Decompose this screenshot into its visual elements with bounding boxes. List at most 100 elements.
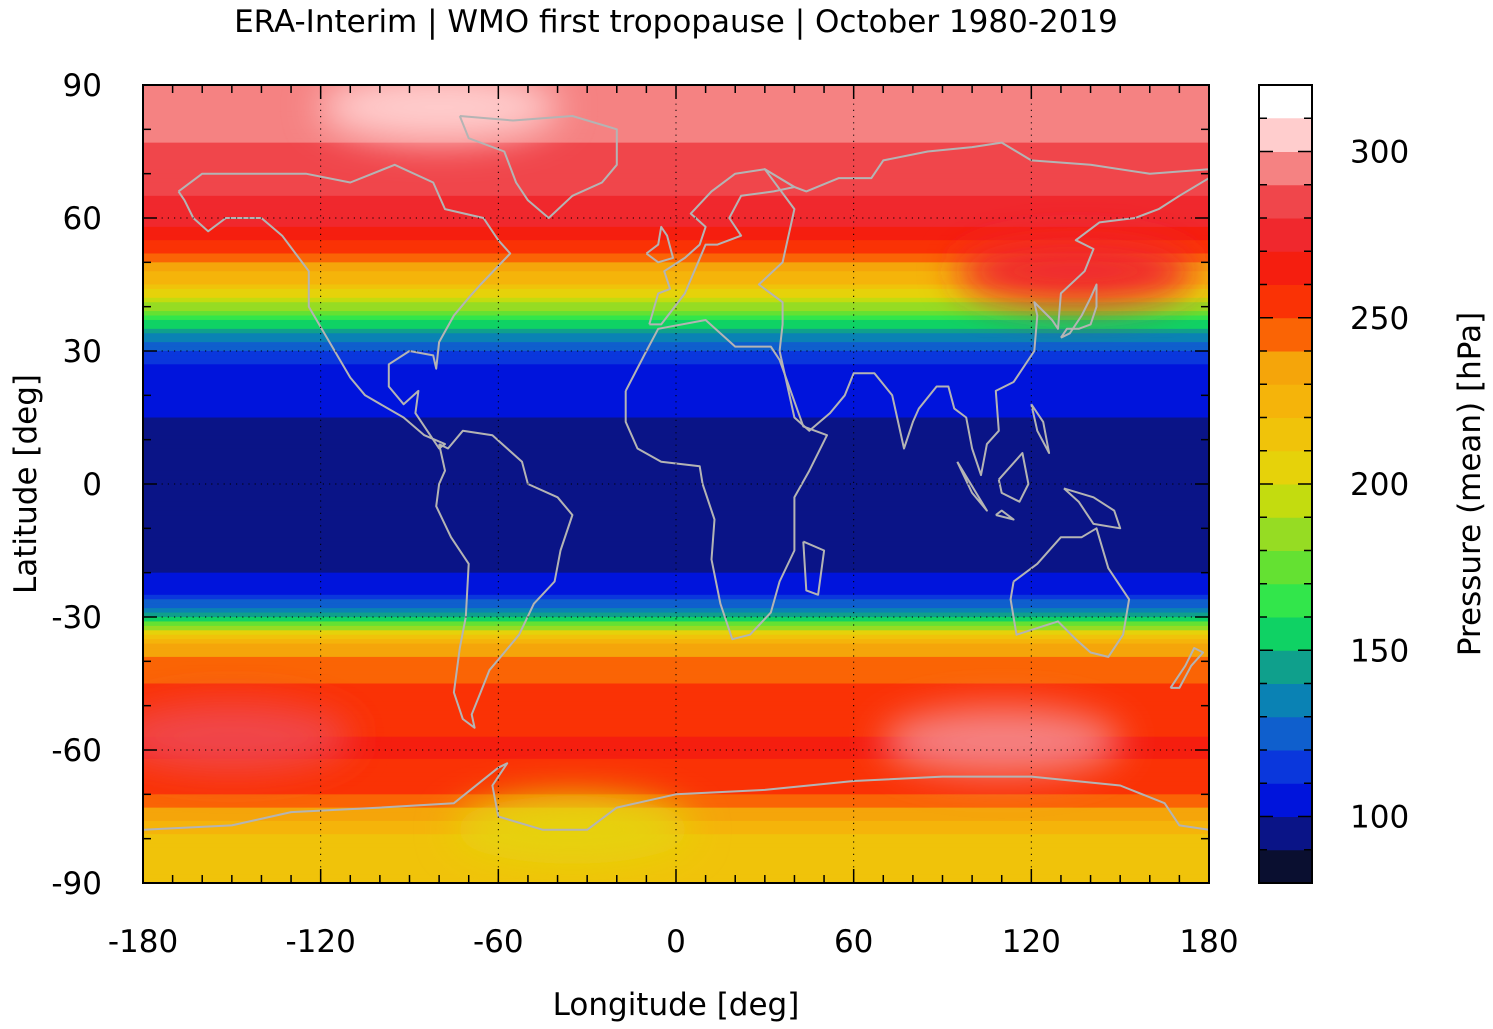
heatmap-cell-band: [143, 484, 1209, 490]
colorbar-swatch: [1259, 484, 1312, 518]
colorbar-swatch: [1259, 683, 1312, 718]
heatmap-cell-band: [143, 776, 1209, 782]
heatmap-cell-band: [143, 692, 1209, 698]
heatmap-cell-band: [143, 643, 1209, 649]
heatmap-cell-band: [143, 195, 1209, 201]
colorbar-swatch: [1259, 218, 1312, 252]
heatmap-cell-band: [143, 200, 1209, 206]
heatmap-cell-band: [143, 546, 1209, 552]
colorbar-tick-label: 150: [1350, 633, 1409, 669]
heatmap-cell-band: [143, 266, 1209, 272]
heatmap-cell-band: [143, 178, 1209, 184]
heatmap-cell-band: [143, 297, 1209, 303]
heatmap-cell-band: [143, 435, 1209, 441]
colorbar-swatch: [1259, 517, 1312, 551]
heatmap-cell-band: [143, 537, 1209, 543]
heatmap-cell-band: [143, 98, 1209, 104]
heatmap-cell-band: [143, 608, 1209, 614]
heatmap-cell-band: [143, 457, 1209, 463]
heatmap-cell-band: [143, 674, 1209, 680]
heatmap-cell-band: [143, 129, 1209, 135]
heatmap-feature: [319, 85, 560, 142]
heatmap-cell-band: [143, 333, 1209, 339]
heatmap-cell-band: [143, 754, 1209, 760]
colorbar-tick-label: 300: [1350, 135, 1409, 171]
heatmap-cell-band: [143, 138, 1209, 144]
heatmap-cell-band: [143, 554, 1209, 560]
colorbar-swatch: [1259, 284, 1312, 319]
heatmap-cell-band: [143, 594, 1209, 600]
colorbar-swatch: [1259, 750, 1312, 784]
heatmap-feature: [143, 702, 352, 771]
heatmap-cell-band: [143, 421, 1209, 427]
heatmap-cell-band: [143, 408, 1209, 414]
colorbar-tick-labels: 100 150 200 250 300: [1350, 135, 1409, 836]
coastline: [458, 115, 618, 219]
heatmap-cell-band: [143, 328, 1209, 334]
heatmap-cell-band: [143, 164, 1209, 170]
heatmap-cell-band: [143, 732, 1209, 738]
heatmap-cell-band: [143, 625, 1209, 631]
heatmap-cell-band: [143, 723, 1209, 729]
x-tick-label: 180: [1179, 924, 1238, 960]
heatmap-cell-band: [143, 750, 1209, 756]
heatmap-cell-band: [143, 736, 1209, 742]
heatmap-cell-band: [143, 519, 1209, 525]
heatmap-cell-band: [143, 568, 1209, 574]
heatmap-cell-band: [143, 794, 1209, 800]
heatmap-cell-band: [143, 426, 1209, 432]
colorbar: [1259, 118, 1312, 884]
coastline: [757, 141, 1209, 477]
heatmap-cell-band: [143, 439, 1209, 445]
colorbar-tick-label: 200: [1350, 467, 1409, 503]
heatmap-cell-band: [143, 847, 1209, 853]
colorbar-tick-label: 250: [1350, 301, 1409, 337]
heatmap-cell-band: [143, 577, 1209, 583]
heatmap-cell-band: [143, 585, 1209, 591]
heatmap-cell-band: [143, 501, 1209, 507]
colorbar-label: Pressure (mean) [hPa]: [1452, 312, 1488, 656]
heatmap-cell-band: [143, 373, 1209, 379]
heatmap-cell-band: [143, 204, 1209, 210]
heatmap-cell-band: [143, 271, 1209, 277]
heatmap-cell-band: [143, 599, 1209, 605]
coastline: [1060, 283, 1098, 339]
heatmap-cell-band: [143, 359, 1209, 365]
colorbar-swatch: [1259, 450, 1312, 485]
heatmap-cell-band: [143, 714, 1209, 720]
heatmap-cell-band: [143, 382, 1209, 388]
heatmap-cell-band: [143, 240, 1209, 246]
y-tick-label: -90: [51, 866, 102, 902]
heatmap-cell-band: [143, 621, 1209, 627]
heatmap-cell-band: [143, 807, 1209, 813]
heatmap-cell-band: [143, 253, 1209, 259]
heatmap-cell-band: [143, 315, 1209, 321]
colorbar-swatch: [1259, 617, 1312, 651]
colorbar-swatch: [1259, 816, 1312, 851]
y-axis-label: Latitude [deg]: [8, 374, 44, 594]
heatmap-cell-band: [143, 523, 1209, 529]
heatmap-cell-band: [143, 209, 1209, 215]
coastline: [997, 452, 1030, 503]
x-tick-label: 120: [1002, 924, 1061, 960]
heatmap-cell-band: [143, 687, 1209, 693]
heatmap-cell-band: [143, 701, 1209, 707]
heatmap-cell-band: [143, 710, 1209, 716]
x-tick-label: -120: [285, 924, 355, 960]
heatmap-cell-band: [143, 550, 1209, 556]
heatmap-cell-band: [143, 102, 1209, 108]
heatmap-cell-band: [143, 856, 1209, 862]
heatmap-cell-band: [143, 249, 1209, 255]
colorbar-swatch: [1259, 118, 1312, 152]
heatmap-cell-band: [143, 319, 1209, 325]
heatmap-cell-band: [143, 160, 1209, 166]
heatmap-cell-band: [143, 679, 1209, 685]
heatmap-cell-band: [143, 497, 1209, 503]
y-tick-label: 0: [82, 467, 102, 503]
y-tick-labels: 90 60 30 0 -30 -60 -90: [51, 68, 102, 902]
heatmap-cell-band: [143, 656, 1209, 662]
heatmap-cell-band: [143, 741, 1209, 747]
heatmap-cell-band: [143, 413, 1209, 419]
colorbar-swatch: [1259, 849, 1312, 884]
